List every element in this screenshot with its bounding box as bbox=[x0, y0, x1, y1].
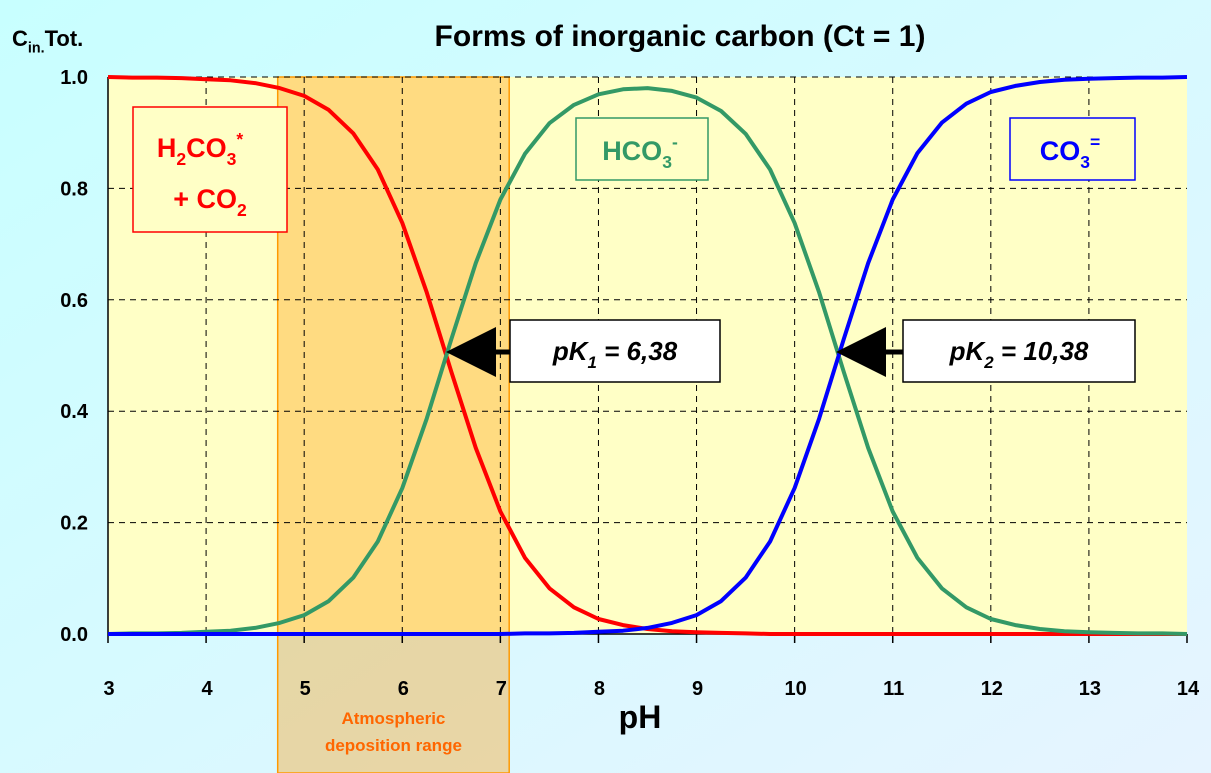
x-tick-label: 11 bbox=[883, 678, 904, 700]
x-tick-label: 13 bbox=[1079, 678, 1101, 700]
under-layer bbox=[276, 76, 510, 773]
shaded-range bbox=[276, 76, 510, 773]
pk-box bbox=[509, 319, 721, 383]
annotations: Atmospheric deposition range 0.0 0.2 0.4 0.6 0… bbox=[12, 26, 1200, 755]
x-tick-label: 9 bbox=[692, 678, 703, 700]
text-part: - bbox=[672, 132, 678, 152]
text-part: 2 bbox=[237, 200, 247, 220]
text-part: 3 bbox=[227, 149, 237, 169]
series-line bbox=[107, 86, 1188, 636]
species-box bbox=[132, 106, 288, 233]
x-tick-label: 7 bbox=[496, 678, 507, 700]
pk-box bbox=[902, 319, 1136, 383]
y-tick-label: 0.4 bbox=[60, 401, 89, 423]
x-tick-label: 4 bbox=[202, 678, 214, 700]
text-part: pK bbox=[949, 336, 987, 366]
species-label: HCO3- bbox=[602, 132, 678, 172]
species-label: CO3= bbox=[1040, 132, 1101, 172]
x-tick-label: 8 bbox=[594, 678, 605, 700]
text-part: = bbox=[1090, 132, 1100, 152]
text-part: H bbox=[157, 133, 177, 163]
species-box bbox=[575, 117, 709, 181]
text-part: + CO bbox=[173, 184, 237, 214]
x-tick-label: 3 bbox=[103, 678, 114, 700]
chart-title: Forms of inorganic carbon (Ct = 1) bbox=[435, 20, 926, 53]
x-tick-label: 5 bbox=[300, 678, 311, 700]
text-part: = 6,38 bbox=[597, 336, 678, 366]
text-part: HCO bbox=[602, 136, 662, 166]
species-box bbox=[1009, 117, 1136, 181]
text-part: Tot. bbox=[45, 26, 84, 51]
pk-label: pK1 = 6,38 bbox=[552, 336, 678, 372]
text-part: 3 bbox=[662, 152, 672, 172]
y-tick-label: 0.8 bbox=[60, 178, 88, 200]
y-tick-label: 0.0 bbox=[60, 624, 88, 646]
text-part: C bbox=[12, 26, 28, 51]
text-part: in. bbox=[28, 41, 45, 57]
species-label: H2CO3* bbox=[157, 129, 244, 169]
text-part: 3 bbox=[1080, 152, 1090, 172]
species-label: + CO2 bbox=[173, 184, 247, 220]
text-part: 1 bbox=[588, 353, 597, 372]
y-tick-label: 0.6 bbox=[60, 290, 88, 312]
text-part: pK bbox=[552, 336, 590, 366]
pk-label: pK2 = 10,38 bbox=[949, 336, 1089, 372]
text-part: CO bbox=[1040, 136, 1081, 166]
y-axis-label: Cin.Tot. bbox=[12, 26, 83, 57]
text-part: CO bbox=[186, 133, 227, 163]
y-tick-label: 0.2 bbox=[60, 513, 88, 535]
x-tick-label: 14 bbox=[1177, 678, 1200, 700]
shaded-range-label: deposition range bbox=[325, 736, 462, 755]
text-part: = 10,38 bbox=[994, 336, 1089, 366]
x-tick-label: 12 bbox=[981, 678, 1003, 700]
series-line bbox=[108, 75, 1188, 636]
text-part: * bbox=[236, 129, 243, 149]
text-part: 2 bbox=[176, 149, 186, 169]
text-part: 2 bbox=[983, 353, 994, 372]
x-axis-label: pH bbox=[619, 699, 662, 735]
x-tick-label: 10 bbox=[785, 678, 807, 700]
lines bbox=[107, 75, 1188, 636]
shaded-range-label: Atmospheric bbox=[341, 709, 445, 728]
x-tick-label: 6 bbox=[398, 678, 409, 700]
y-tick-label: 1.0 bbox=[60, 67, 88, 89]
